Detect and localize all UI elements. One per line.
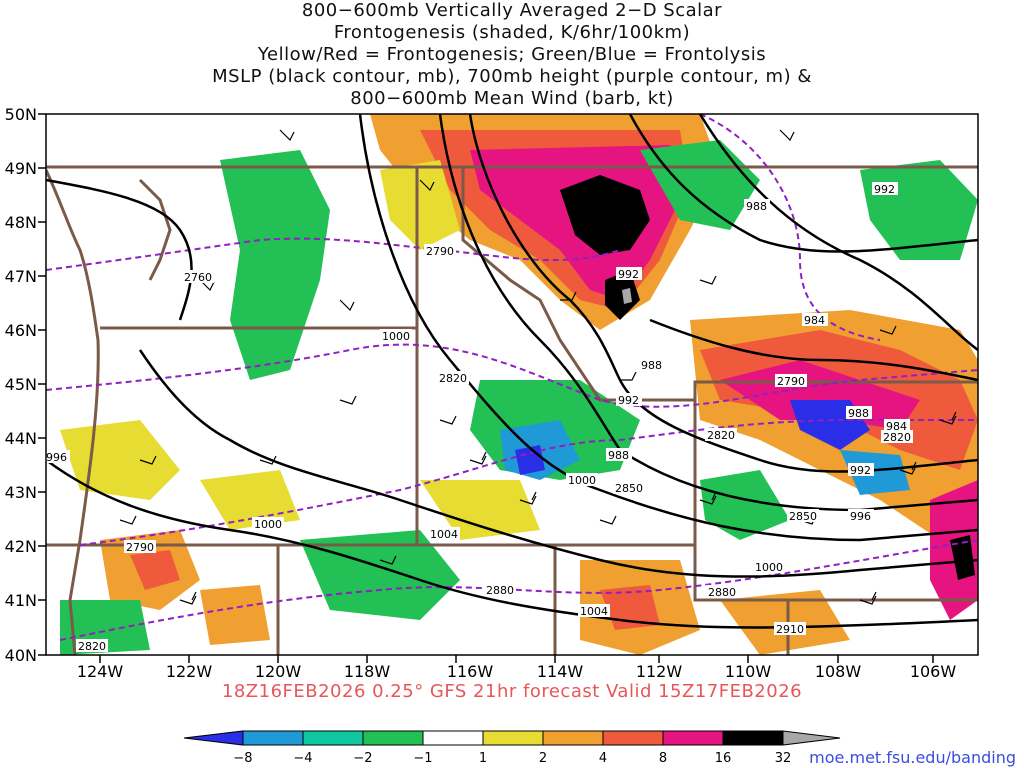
colorbar-swatch	[242, 730, 304, 746]
height-label: 2820	[439, 372, 467, 385]
lat-label: 44N	[5, 429, 37, 448]
mslp-label: 1004	[580, 605, 608, 618]
height-label: 2820	[78, 640, 106, 653]
mslp-label: 992	[874, 183, 895, 196]
mslp-label: 1000	[568, 474, 596, 487]
lat-label: 46N	[5, 321, 37, 340]
height-label: 2820	[707, 429, 735, 442]
height-label: 2910	[776, 623, 804, 636]
mslp-label: 984	[804, 314, 825, 327]
lat-label: 49N	[5, 159, 37, 178]
lon-label: 110W	[725, 662, 772, 681]
colorbar-label: 1	[479, 751, 487, 766]
mslp-label: 996	[850, 510, 871, 523]
longitude-axis: 124W 122W 120W 118W 116W 114W 112W 110W …	[77, 655, 957, 681]
lat-label: 45N	[5, 375, 37, 394]
mslp-label: 988	[746, 200, 767, 213]
colorbar-label: 2	[539, 751, 547, 766]
colorbar-swatch	[722, 730, 784, 746]
wind-barbs	[119, 129, 957, 605]
colorbar-label: 8	[659, 751, 667, 766]
lon-label: 122W	[166, 662, 213, 681]
title-line-1: 800−600mb Vertically Averaged 2−D Scalar	[301, 0, 723, 21]
lat-label: 50N	[5, 105, 37, 124]
colorbar-swatch	[602, 730, 664, 746]
height-label: 2820	[883, 431, 911, 444]
colorbar-swatch	[362, 730, 424, 746]
lat-label: 48N	[5, 213, 37, 232]
height-label: 2850	[789, 510, 817, 523]
mslp-label: 988	[608, 449, 629, 462]
lon-label: 116W	[447, 662, 494, 681]
colorbar-labels: −8 −4 −2 −1 1 2 4 8 16 32	[233, 751, 791, 766]
colorbar	[183, 730, 841, 746]
lat-label: 40N	[5, 646, 37, 665]
mslp-label: 992	[618, 268, 639, 281]
mslp-label: 988	[641, 359, 662, 372]
height-label: 2760	[184, 271, 212, 284]
mslp-label: 1000	[382, 330, 410, 343]
lon-label: 112W	[636, 662, 683, 681]
colorbar-swatch	[782, 730, 841, 746]
lat-label: 43N	[5, 483, 37, 502]
lat-label: 47N	[5, 267, 37, 286]
height-label: 2790	[426, 245, 454, 258]
lat-label: 42N	[5, 537, 37, 556]
height-labels: 2760 2790 2820 2790 2820 2850 2850 2790 …	[76, 244, 913, 653]
mslp-label: 988	[848, 407, 869, 420]
title-line-4: MSLP (black contour, mb), 700mb height (…	[212, 66, 812, 87]
colorbar-swatch	[482, 730, 544, 746]
height-contours	[46, 114, 978, 641]
colorbar-swatch	[302, 730, 364, 746]
mslp-label: 984	[886, 420, 907, 433]
colorbar-label: −2	[353, 751, 372, 766]
political-borders	[46, 165, 978, 655]
mslp-label: 1000	[254, 518, 282, 531]
lon-label: 120W	[255, 662, 302, 681]
height-label: 2790	[777, 375, 805, 388]
mslp-label: 1000	[755, 561, 783, 574]
lon-label: 108W	[815, 662, 862, 681]
forecast-valid-time: 18Z16FEB2026 0.25° GFS 21hr forecast Val…	[221, 681, 803, 702]
mslp-contours	[46, 114, 978, 629]
mslp-labels: 992 988 992 984 988 1000 992 988 984 996…	[46, 182, 910, 618]
lat-label: 41N	[5, 591, 37, 610]
height-label: 2880	[486, 584, 514, 597]
lon-label: 106W	[910, 662, 957, 681]
source-credit: moe.met.fsu.edu/banding	[809, 748, 1016, 767]
height-label: 2850	[615, 482, 643, 495]
colorbar-label: −8	[233, 751, 252, 766]
lon-label: 124W	[77, 662, 124, 681]
title-line-5: 800−600mb Mean Wind (barb, kt)	[350, 88, 674, 109]
colorbar-swatch	[422, 730, 484, 746]
colorbar-swatch	[542, 730, 604, 746]
colorbar-label: −1	[413, 751, 432, 766]
height-label: 2790	[126, 541, 154, 554]
lon-label: 118W	[344, 662, 391, 681]
colorbar-swatch	[183, 730, 244, 746]
latitude-axis: 50N 49N 48N 47N 46N 45N 44N 43N 42N 41N …	[5, 105, 46, 665]
title-line-2: Frontogenesis (shaded, K/6hr/100km)	[333, 22, 691, 43]
mslp-label: 992	[618, 394, 639, 407]
colorbar-label: 4	[599, 751, 607, 766]
lon-label: 114W	[537, 662, 584, 681]
height-label: 2880	[708, 586, 736, 599]
title-line-3: Yellow/Red = Frontogenesis; Green/Blue =…	[257, 44, 767, 65]
mslp-label: 996	[46, 451, 67, 464]
mslp-label: 992	[850, 464, 871, 477]
mslp-label: 1004	[430, 528, 458, 541]
colorbar-label: 16	[715, 751, 732, 766]
colorbar-label: −4	[293, 751, 312, 766]
colorbar-swatch	[662, 730, 724, 746]
colorbar-label: 32	[775, 751, 792, 766]
